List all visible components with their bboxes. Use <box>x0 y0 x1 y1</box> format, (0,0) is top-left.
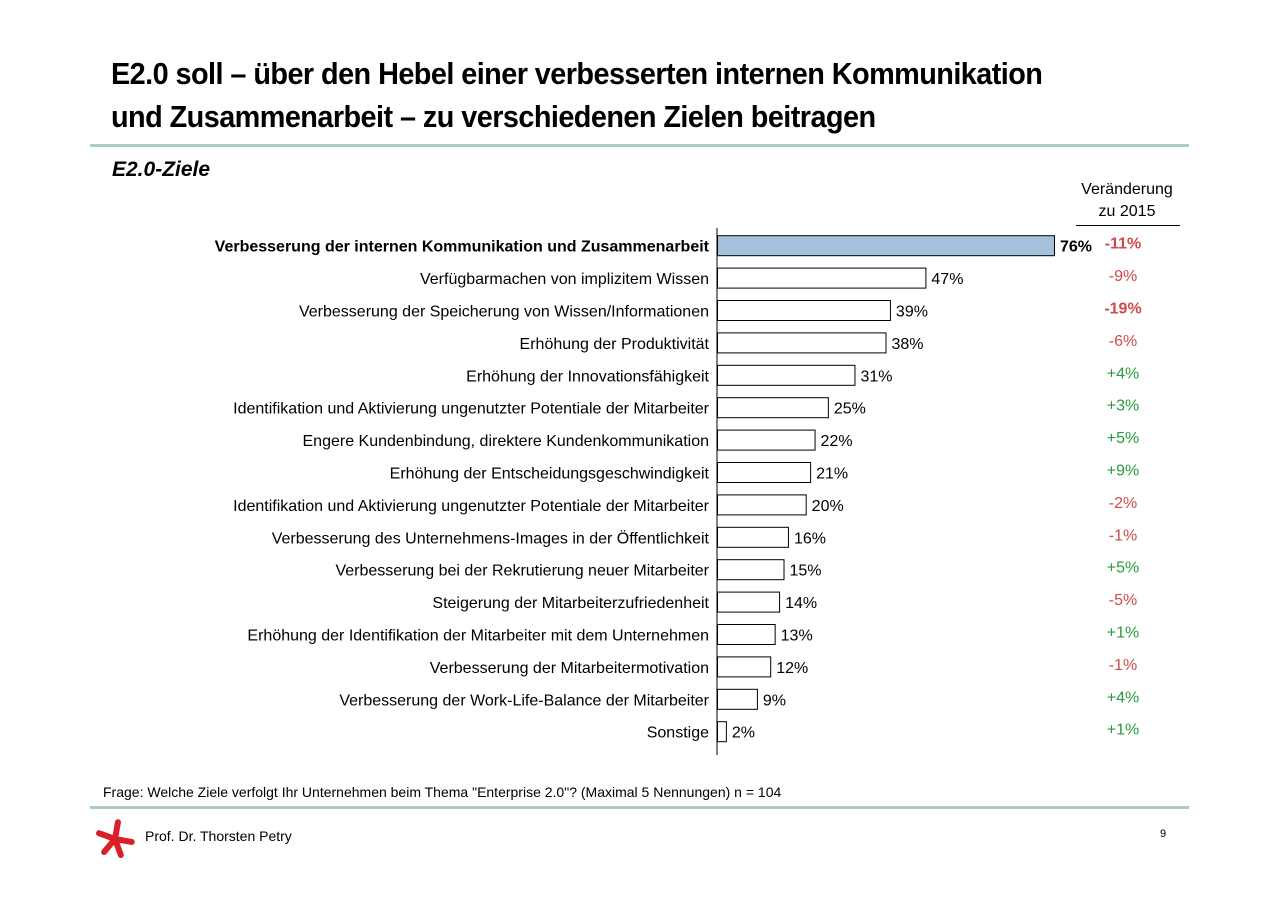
category-label: Verbesserung der internen Kommunikation … <box>215 239 710 256</box>
value-label: 25% <box>834 401 866 418</box>
value-label: 14% <box>785 595 817 612</box>
value-label: 31% <box>860 368 892 385</box>
change-label: +4% <box>1107 365 1139 382</box>
value-label: 20% <box>812 498 844 515</box>
change-label: +9% <box>1107 463 1139 480</box>
change-column-header: Veränderung zu 2015 <box>1067 179 1187 223</box>
value-label: 9% <box>763 692 786 709</box>
author-name: Prof. Dr. Thorsten Petry <box>145 828 292 844</box>
value-label: 12% <box>776 660 808 677</box>
title-divider <box>90 144 1189 147</box>
value-label: 21% <box>816 466 848 483</box>
bar <box>717 721 727 743</box>
change-label: +3% <box>1107 398 1139 415</box>
bar <box>717 559 785 581</box>
value-label: 15% <box>790 563 822 580</box>
category-label: Erhöhung der Innovationsfähigkeit <box>466 368 709 385</box>
category-label: Steigerung der Mitarbeiterzufriedenheit <box>432 595 709 612</box>
bar <box>717 688 758 710</box>
change-label: -2% <box>1109 495 1137 512</box>
bar <box>717 624 776 645</box>
change-label: -6% <box>1109 333 1137 350</box>
category-label: Verbesserung der Work-Life-Balance der M… <box>339 692 709 709</box>
slide-title: E2.0 soll – über den Hebel einer verbess… <box>111 52 1097 138</box>
category-label: Sonstige <box>647 725 709 742</box>
bar <box>717 462 812 483</box>
category-label: Verfügbarmachen von implizitem Wissen <box>420 271 709 288</box>
slide-title-line1: E2.0 soll – über den Hebel einer verbess… <box>111 56 1043 91</box>
value-label: 22% <box>821 433 853 450</box>
survey-question: Frage: Welche Ziele verfolgt Ihr Unterne… <box>103 784 782 800</box>
category-label: Erhöhung der Identifikation der Mitarbei… <box>247 628 709 645</box>
star-logo-icon <box>96 819 135 858</box>
category-label: Verbesserung bei der Rekrutierung neuer … <box>335 563 709 580</box>
bar <box>717 397 829 419</box>
slide-title-line2: und Zusammenarbeit – zu verschiedenen Zi… <box>111 99 876 134</box>
change-label: -9% <box>1109 268 1137 285</box>
category-label: Engere Kundenbindung, direktere Kundenko… <box>303 433 710 450</box>
change-label: +4% <box>1107 689 1139 706</box>
change-label: +5% <box>1107 430 1139 447</box>
change-label: +5% <box>1107 560 1139 577</box>
page-number: 9 <box>1160 828 1167 840</box>
chart-subtitle: E2.0-Ziele <box>112 158 211 181</box>
footer-divider <box>90 806 1189 809</box>
value-label: 47% <box>931 271 963 288</box>
bar <box>717 300 891 321</box>
category-label: Erhöhung der Produktivität <box>520 336 710 353</box>
bar <box>717 332 887 354</box>
category-label: Verbesserung des Unternehmens-Images in … <box>272 529 710 547</box>
bar <box>717 656 772 678</box>
change-label: -1% <box>1109 527 1137 544</box>
category-label: Verbesserung der Speicherung von Wissen/… <box>299 304 709 321</box>
category-label: Erhöhung der Entscheidungsgeschwindigkei… <box>390 466 710 483</box>
change-label: +1% <box>1107 722 1139 739</box>
bar <box>717 235 1055 257</box>
bar <box>717 364 856 386</box>
value-label: 76% <box>1060 239 1092 256</box>
value-label: 2% <box>732 725 755 742</box>
bar <box>717 591 781 613</box>
value-label: 13% <box>781 628 813 645</box>
change-header-underline <box>1076 225 1180 226</box>
bar <box>717 267 927 289</box>
category-label: Identifikation und Aktivierung ungenutzt… <box>233 498 710 515</box>
value-label: 16% <box>794 530 826 547</box>
bar <box>717 494 807 516</box>
bar <box>717 526 789 548</box>
value-label: 39% <box>896 304 928 321</box>
change-header-line2: zu 2015 <box>1098 203 1156 220</box>
category-label: Verbesserung der Mitarbeitermotivation <box>430 660 709 677</box>
value-label: 38% <box>892 336 924 353</box>
change-label: -19% <box>1104 301 1141 318</box>
change-label: -1% <box>1109 657 1137 674</box>
change-header-line1: Veränderung <box>1081 181 1173 198</box>
category-label: Identifikation und Aktivierung ungenutzt… <box>233 401 710 418</box>
change-label: +1% <box>1107 625 1139 642</box>
bar <box>717 429 816 451</box>
change-label: -11% <box>1105 236 1141 253</box>
change-label: -5% <box>1109 592 1137 609</box>
